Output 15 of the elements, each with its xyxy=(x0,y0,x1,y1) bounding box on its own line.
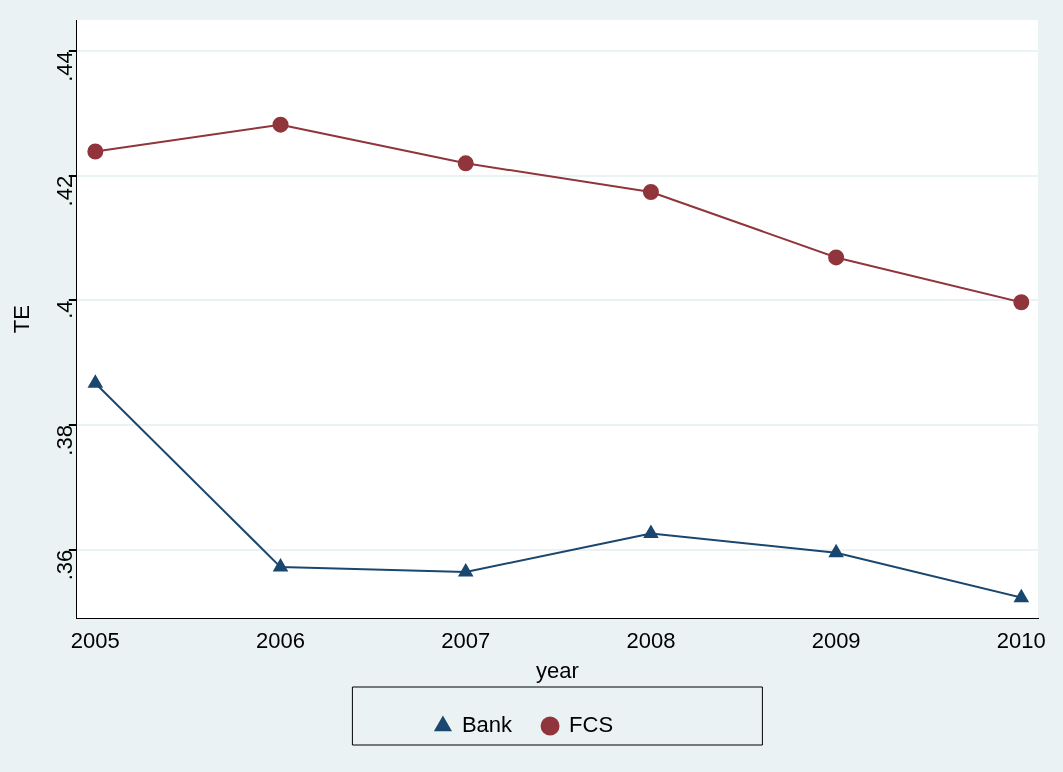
y-tick-label: .42 xyxy=(51,175,77,207)
y-tick-label: .44 xyxy=(51,51,77,82)
x-tick-label: 2008 xyxy=(626,628,676,654)
x-tick-label: 2009 xyxy=(811,628,861,654)
x-tick-label: 2007 xyxy=(441,628,491,654)
y-tick-label: .36 xyxy=(51,549,77,581)
y-tick-label: .38 xyxy=(51,425,77,456)
y-tick-label: .4 xyxy=(51,300,77,319)
legend-label: FCS xyxy=(569,712,614,738)
y-axis-title: TE xyxy=(9,305,35,334)
x-tick-label: 2005 xyxy=(70,628,120,654)
x-tick-label: 2010 xyxy=(996,628,1046,654)
x-tick-label: 2006 xyxy=(256,628,305,654)
x-axis-title: year xyxy=(536,657,579,683)
legend-label: Bank xyxy=(461,712,514,738)
